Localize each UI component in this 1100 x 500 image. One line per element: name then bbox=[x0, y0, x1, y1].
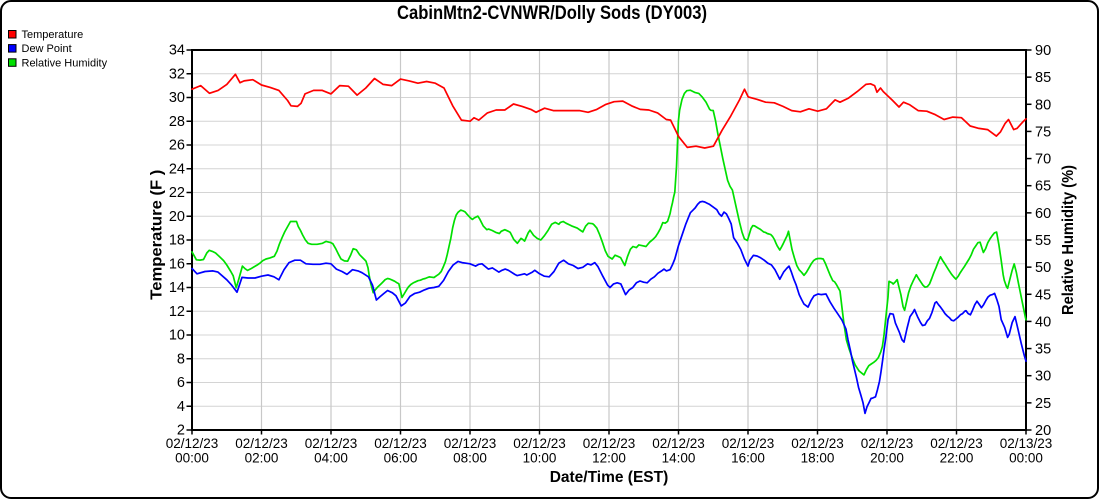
svg-text:90: 90 bbox=[1035, 43, 1051, 59]
svg-text:00:00: 00:00 bbox=[1009, 451, 1043, 466]
svg-text:Relative Humidity: Relative Humidity bbox=[22, 57, 108, 69]
svg-text:18:00: 18:00 bbox=[801, 451, 835, 466]
svg-text:02/12/23: 02/12/23 bbox=[166, 436, 219, 451]
svg-text:6: 6 bbox=[177, 375, 185, 391]
svg-text:26: 26 bbox=[169, 138, 185, 154]
svg-text:Relative Humidity (%): Relative Humidity (%) bbox=[1060, 165, 1077, 315]
svg-text:35: 35 bbox=[1035, 342, 1051, 358]
svg-text:30: 30 bbox=[169, 90, 185, 106]
svg-text:02/12/23: 02/12/23 bbox=[583, 436, 636, 451]
svg-text:04:00: 04:00 bbox=[314, 451, 348, 466]
svg-text:02/13/23: 02/13/23 bbox=[1000, 436, 1053, 451]
svg-text:18: 18 bbox=[169, 233, 185, 249]
svg-text:10: 10 bbox=[169, 328, 185, 344]
svg-text:06:00: 06:00 bbox=[384, 451, 418, 466]
svg-text:20:00: 20:00 bbox=[870, 451, 904, 466]
svg-text:Dew Point: Dew Point bbox=[22, 43, 72, 55]
svg-text:22:00: 22:00 bbox=[940, 451, 974, 466]
svg-text:65: 65 bbox=[1035, 179, 1051, 195]
svg-text:8: 8 bbox=[177, 351, 185, 367]
svg-text:55: 55 bbox=[1035, 233, 1051, 249]
svg-text:00:00: 00:00 bbox=[175, 451, 209, 466]
svg-text:14: 14 bbox=[169, 280, 185, 296]
svg-text:02/12/23: 02/12/23 bbox=[722, 436, 775, 451]
svg-text:28: 28 bbox=[169, 114, 185, 130]
svg-text:16:00: 16:00 bbox=[731, 451, 765, 466]
svg-text:32: 32 bbox=[169, 67, 185, 83]
svg-text:14:00: 14:00 bbox=[662, 451, 696, 466]
svg-text:20: 20 bbox=[1035, 423, 1051, 439]
svg-text:40: 40 bbox=[1035, 314, 1051, 330]
svg-text:50: 50 bbox=[1035, 260, 1051, 276]
svg-text:02/12/23: 02/12/23 bbox=[652, 436, 705, 451]
svg-text:2: 2 bbox=[177, 423, 185, 439]
svg-text:85: 85 bbox=[1035, 70, 1051, 86]
svg-text:75: 75 bbox=[1035, 124, 1051, 140]
svg-text:34: 34 bbox=[169, 43, 185, 59]
svg-text:80: 80 bbox=[1035, 97, 1051, 113]
svg-text:Date/Time (EST): Date/Time (EST) bbox=[550, 469, 669, 486]
svg-text:45: 45 bbox=[1035, 287, 1051, 303]
svg-text:30: 30 bbox=[1035, 369, 1051, 385]
svg-text:25: 25 bbox=[1035, 396, 1051, 412]
svg-text:02:00: 02:00 bbox=[245, 451, 279, 466]
svg-text:02/12/23: 02/12/23 bbox=[235, 436, 288, 451]
svg-text:02/12/23: 02/12/23 bbox=[791, 436, 844, 451]
svg-text:Temperature: Temperature bbox=[22, 29, 84, 41]
svg-text:24: 24 bbox=[169, 161, 185, 177]
svg-text:Temperature (F ): Temperature (F ) bbox=[149, 170, 166, 300]
svg-text:02/12/23: 02/12/23 bbox=[513, 436, 566, 451]
svg-text:70: 70 bbox=[1035, 152, 1051, 168]
svg-text:10:00: 10:00 bbox=[523, 451, 557, 466]
svg-text:22: 22 bbox=[169, 185, 185, 201]
svg-text:02/12/23: 02/12/23 bbox=[374, 436, 427, 451]
svg-text:4: 4 bbox=[177, 399, 185, 415]
svg-text:08:00: 08:00 bbox=[453, 451, 487, 466]
svg-text:16: 16 bbox=[169, 256, 185, 272]
svg-text:60: 60 bbox=[1035, 206, 1051, 222]
svg-text:02/12/23: 02/12/23 bbox=[930, 436, 983, 451]
svg-text:02/12/23: 02/12/23 bbox=[305, 436, 358, 451]
svg-text:12:00: 12:00 bbox=[592, 451, 626, 466]
svg-text:20: 20 bbox=[169, 209, 185, 225]
svg-text:CabinMtn2-CVNWR/Dolly Sods (DY: CabinMtn2-CVNWR/Dolly Sods (DY003) bbox=[397, 3, 707, 24]
svg-text:12: 12 bbox=[169, 304, 185, 320]
svg-text:02/12/23: 02/12/23 bbox=[861, 436, 914, 451]
svg-text:02/12/23: 02/12/23 bbox=[444, 436, 497, 451]
